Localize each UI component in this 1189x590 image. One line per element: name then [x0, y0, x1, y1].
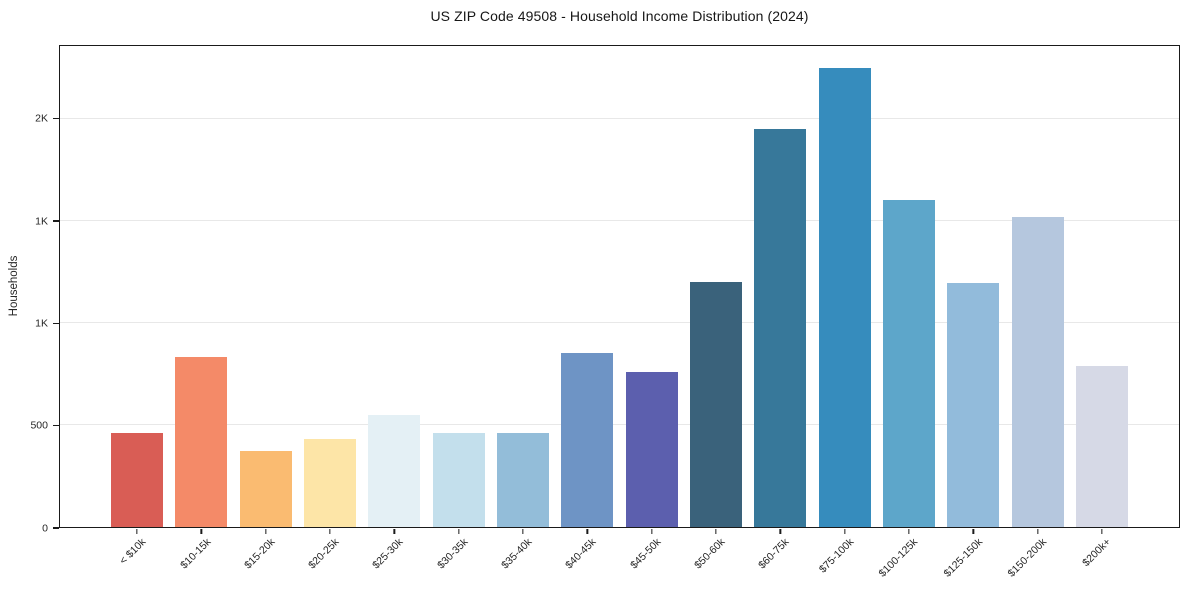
y-tick-mark	[53, 118, 59, 120]
x-tick-label: $125-150k	[941, 536, 985, 580]
bar-slot: $125-150k	[941, 46, 1005, 580]
x-tick-mark	[458, 528, 460, 534]
y-tick-label: 500	[30, 419, 48, 432]
x-tick-mark	[200, 528, 203, 534]
bar	[1011, 217, 1064, 527]
bar	[947, 282, 1000, 527]
x-tick-label: $15-20k	[241, 536, 278, 572]
x-tick-mark	[715, 528, 717, 534]
bar-slot: < $10k	[105, 46, 169, 567]
bar-slot: $75-100k	[812, 46, 876, 575]
y-tick-label: 1K	[35, 317, 48, 330]
x-tick-label: $30-35k	[434, 536, 471, 572]
bar	[497, 432, 550, 527]
x-tick-mark	[908, 528, 910, 534]
bar	[304, 438, 357, 527]
bar	[111, 432, 164, 527]
x-tick-mark	[779, 528, 781, 534]
x-tick-label: $60-75k	[756, 536, 792, 572]
bar-slot: $200k+	[1070, 46, 1134, 569]
plot-area: < $10k $10-15k $15-20k $20-25k $25-30k $30-35…	[59, 45, 1180, 580]
bar-slot: $40-45k	[555, 46, 619, 571]
x-tick-label: $10-15k	[177, 536, 213, 572]
x-tick-label: $45-50k	[627, 536, 664, 572]
bar-slot: $100-125k	[877, 46, 941, 580]
x-tick-mark	[1036, 528, 1039, 534]
bar-slot: $60-75k	[748, 46, 812, 571]
x-tick-label: $25-30k	[370, 536, 406, 572]
bar	[882, 200, 935, 527]
y-tick-mark	[53, 220, 59, 222]
x-tick-label: $100-125k	[876, 536, 921, 580]
x-tick-mark	[1101, 528, 1103, 534]
x-tick-mark	[972, 528, 974, 534]
x-tick-mark	[136, 528, 138, 534]
gridline	[60, 220, 1179, 222]
x-tick-label: $75-100k	[816, 536, 857, 576]
bar-slot: $50-60k	[684, 46, 748, 571]
x-tick-mark	[651, 528, 653, 534]
bar-slot: $25-30k	[362, 46, 426, 571]
bar-slot: $15-20k	[234, 46, 298, 571]
x-tick-mark	[586, 528, 588, 534]
bars-container: < $10k $10-15k $15-20k $20-25k $25-30k $30-35…	[60, 46, 1179, 580]
bar	[239, 450, 292, 527]
bar	[689, 281, 742, 527]
y-axis: 0 500 1K 1K 2K	[0, 45, 59, 533]
gridline	[60, 424, 1179, 426]
x-tick-mark	[329, 528, 331, 534]
bar-slot: $150-200k	[1005, 46, 1069, 580]
y-tick-mark	[53, 425, 59, 427]
x-tick-label: $50-60k	[692, 536, 728, 572]
x-tick-mark	[843, 528, 846, 534]
bar	[368, 414, 421, 527]
x-tick-label: $35-40k	[499, 536, 535, 572]
y-tick-mark	[53, 322, 59, 324]
y-tick-label: 0	[42, 521, 48, 534]
bar-slot: $10-15k	[169, 46, 233, 571]
bar	[625, 371, 678, 527]
bar	[432, 433, 485, 527]
x-tick-mark	[393, 528, 396, 534]
bar-slot: $30-35k	[427, 46, 491, 571]
x-tick-label: $200k+	[1080, 536, 1114, 570]
gridline	[60, 118, 1179, 120]
y-tick-mark	[53, 527, 59, 529]
gridline	[60, 322, 1179, 324]
y-tick-label: 1K	[35, 214, 48, 227]
x-tick-mark	[522, 528, 524, 534]
x-tick-mark	[265, 528, 267, 534]
y-tick-label: 2K	[35, 112, 48, 125]
bar	[175, 356, 228, 527]
bar-slot: $20-25k	[298, 46, 362, 571]
chart-title: US ZIP Code 49508 - Household Income Dis…	[430, 8, 809, 24]
bar	[1075, 366, 1128, 527]
gridlines	[60, 46, 1179, 527]
bar	[561, 352, 614, 527]
bar	[818, 68, 871, 527]
x-tick-label: $20-25k	[306, 536, 342, 572]
bar-slot: $45-50k	[620, 46, 684, 571]
bar-slot: $35-40k	[491, 46, 555, 571]
bar	[754, 129, 807, 527]
x-tick-label: < $10k	[117, 536, 149, 567]
x-tick-label: $40-45k	[563, 536, 599, 572]
x-tick-label: $150-200k	[1005, 536, 1050, 580]
